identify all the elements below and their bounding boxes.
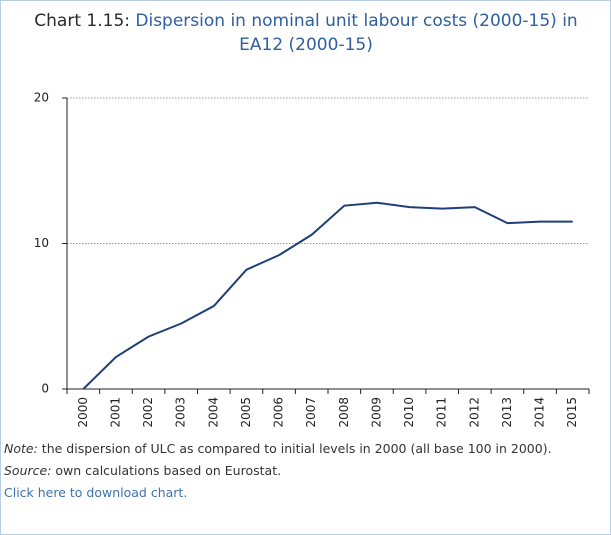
download-link[interactable]: Click here to download chart. <box>4 485 188 500</box>
x-tick-label: 2011 <box>435 397 449 428</box>
x-tick-label: 2009 <box>369 397 383 428</box>
x-tick-label: 2006 <box>272 397 286 428</box>
note-text: the dispersion of ULC as compared to ini… <box>41 441 552 456</box>
x-tick-label: 2008 <box>337 397 351 428</box>
chart-title-text: Dispersion in nominal unit labour costs … <box>135 11 578 55</box>
x-tick-label: 2015 <box>565 397 579 428</box>
x-tick-label: 2005 <box>239 397 253 428</box>
chart-title: Chart 1.15: Dispersion in nominal unit l… <box>21 9 591 57</box>
note: Note: the dispersion of ULC as compared … <box>4 440 604 457</box>
x-tick-label: 2013 <box>500 397 514 428</box>
x-tick-label: 2014 <box>533 397 547 428</box>
chart: 0 10 20 2000 2001 2002 2003 2004 2005 2006 2007 200… <box>34 91 590 428</box>
x-tick-label: 2003 <box>174 397 188 428</box>
note-label: Note: <box>4 441 38 456</box>
source-text: own calculations based on Eurostat. <box>55 463 282 478</box>
data-line <box>82 201 573 390</box>
source: Source: own calculations based on Eurost… <box>4 462 604 479</box>
notes: Note: the dispersion of ULC as compared … <box>4 440 604 501</box>
x-tick-label: 2000 <box>76 397 90 428</box>
x-tick-label: 2010 <box>402 397 416 428</box>
x-tick-label: 2012 <box>467 397 481 428</box>
y-tick-label: 0 <box>41 382 49 396</box>
y-tick-label: 10 <box>34 236 49 250</box>
x-tick-label: 2004 <box>206 397 220 428</box>
source-label: Source: <box>4 463 52 478</box>
x-tick-label: 2007 <box>304 397 318 428</box>
x-tick-label: 2001 <box>108 397 122 428</box>
chart-number: Chart 1.15: <box>34 11 130 31</box>
y-tick-label: 20 <box>34 91 49 105</box>
x-tick-label: 2002 <box>141 397 155 428</box>
